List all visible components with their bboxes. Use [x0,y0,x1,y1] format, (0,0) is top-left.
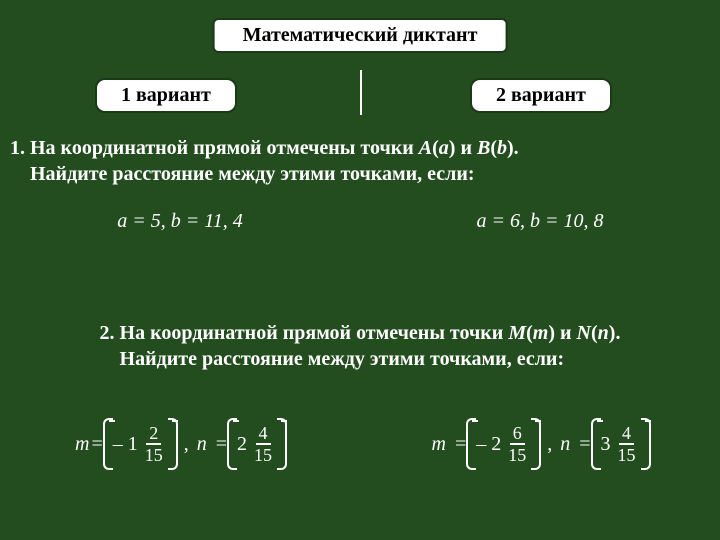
task2-right: m = – 2 615 , n = 3 415 [360,420,720,468]
t2-pm: ( [526,322,533,344]
t2r-mn: 6 [510,424,525,445]
t2-and: и [555,322,577,344]
task2-M: M [508,322,526,344]
task1-text-pre: 1. На координатной прямой отмечены точки [10,137,419,159]
t2-pn: ( [591,322,598,344]
t2l-eq: = [91,433,102,456]
t2r-n: n [560,433,570,456]
task1-answers-row: а = 5, b = 11, 4 а = 6, b = 10, 8 [0,210,720,233]
t2l-n-val: 2 415 [229,420,285,468]
task-2: 2. На координатной прямой отмечены точки… [10,320,710,372]
t2-pn2: ). [609,322,621,344]
task2-text-pre: 2. На координатной прямой отмечены точки [100,322,509,344]
task-1: 1. На координатной прямой отмечены точки… [10,135,710,187]
task1-right: а = 6, b = 10, 8 [360,210,720,233]
task2-answers-row: m= – 1 215 , n = 2 415 m = – 2 615 [0,420,720,468]
t2l-comma: , [184,433,189,456]
task1-A: A [419,137,432,159]
t1-pb2: ). [507,137,519,159]
t2l-mn: 2 [146,424,161,445]
t2l-mw: 1 [128,433,138,455]
variant-2-box: 2 вариант [470,78,612,113]
t2r-nd: 15 [615,445,639,464]
variant-1-box: 1 вариант [95,78,237,113]
t2l-nw: 2 [237,433,247,456]
t2r-nn: 4 [619,424,634,445]
t2r-m-val: – 2 615 [468,420,539,468]
task2-N: N [577,322,591,344]
t1-pb: ( [490,137,497,159]
task1-b: b [497,137,507,159]
variant-divider [360,70,362,115]
t2r-md: 15 [505,445,529,464]
t2l-sign: – [113,433,128,455]
t2r-mw: 2 [491,433,501,455]
t2l-nd: 15 [251,445,275,464]
t2r-m: m [431,433,445,456]
t2r-nw: 3 [601,433,611,456]
t2r-eq2: = [579,433,590,456]
task1-left: а = 5, b = 11, 4 [0,210,360,233]
t1-and: и [455,137,477,159]
task2-line2: Найдите расстояние между этими точками, … [120,348,565,370]
t2r-sign: – [476,433,491,455]
t2r-n-val: 3 415 [593,420,649,468]
t2l-m-val: – 1 215 [105,420,176,468]
title-box: Математический диктант [213,18,508,53]
t2r-eq: = [455,433,466,456]
t2-pm2: ) [548,322,555,344]
task2-m: m [533,322,549,344]
task2-left: m= – 1 215 , n = 2 415 [0,420,360,468]
t2r-comma: , [547,433,552,456]
t1-pa: ( [432,137,439,159]
t2l-eq2: = [216,433,227,456]
task2-n: n [598,322,609,344]
task1-B: B [477,137,490,159]
t2l-md: 15 [142,445,166,464]
task1-a: а [439,137,449,159]
t2l-nn: 4 [256,424,271,445]
t2l-m: m [75,433,89,456]
t2l-n: n [197,433,207,456]
task1-line2: Найдите расстояние между этими точками, … [30,163,475,185]
